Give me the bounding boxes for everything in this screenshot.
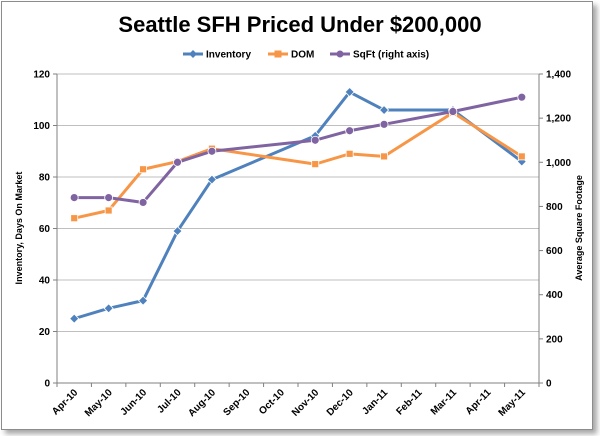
data-point — [344, 86, 355, 98]
data-point — [104, 206, 113, 215]
data-point — [139, 165, 147, 174]
legend-label: Inventory — [206, 50, 251, 61]
y-axis-title: Inventory, Days On Market — [14, 172, 24, 285]
legend-item: Inventory — [183, 50, 251, 61]
data-point — [345, 126, 355, 136]
data-point — [138, 295, 149, 306]
x-tick-label: May-10 — [83, 387, 115, 419]
data-point — [173, 157, 182, 167]
right-tick-label: 1,400 — [546, 70, 571, 81]
chart-frame — [1, 1, 593, 430]
x-tick-label: May-11 — [497, 387, 529, 419]
series-dom — [70, 108, 526, 223]
right-tick-label: 200 — [546, 334, 563, 345]
x-tick-label: Mar-11 — [429, 387, 459, 417]
x-tick-label: Dec-10 — [325, 387, 356, 418]
x-tick-label: Apr-10 — [50, 387, 80, 417]
legend-label: DOM — [291, 50, 314, 61]
series-line — [74, 95, 523, 204]
data-point — [172, 226, 183, 237]
legend-item: SqFt (right axis) — [330, 50, 429, 61]
x-tick-label: Aug-10 — [186, 387, 218, 419]
legend-swatch-marker — [189, 50, 197, 58]
left-axis-ticks: 0 20 40 60 80 100 120 — [33, 70, 50, 390]
axes — [53, 73, 543, 387]
series-sqft-right-axis — [69, 92, 527, 207]
x-tick-label: Sep-10 — [222, 387, 253, 418]
left-tick-label: 40 — [39, 276, 51, 287]
x-tick-label: Jan-11 — [360, 387, 390, 417]
data-point — [517, 152, 526, 161]
data-point — [207, 146, 217, 156]
right-axis-ticks: 0 200 400 600 800 1,000 1,200 1,400 — [546, 70, 571, 390]
legend-swatch-marker — [336, 50, 344, 58]
left-tick-label: 100 — [33, 121, 50, 132]
left-tick-label: 0 — [44, 379, 50, 390]
left-tick-label: 20 — [39, 327, 51, 338]
data-point — [345, 149, 354, 158]
data-point — [380, 152, 388, 161]
left-tick-label: 80 — [39, 173, 51, 184]
data-point — [70, 214, 79, 223]
right-tick-label: 600 — [546, 246, 563, 257]
y2-axis-title: Average Square Footage — [574, 175, 584, 281]
gridlines — [57, 73, 539, 332]
chart-title: Seattle SFH Priced Under $200,000 — [118, 12, 481, 37]
legend-swatch-marker — [274, 50, 282, 58]
data-point — [448, 107, 458, 116]
right-tick-label: 800 — [546, 202, 563, 213]
legend: Inventory DOM SqFt (right axis) — [183, 50, 429, 61]
x-tick-label: Jun-10 — [119, 387, 150, 418]
right-tick-label: 400 — [546, 290, 563, 301]
series-lines — [69, 86, 527, 324]
data-point — [104, 193, 114, 203]
right-tick-label: 1,200 — [546, 114, 571, 125]
data-point — [379, 104, 390, 116]
data-point — [379, 119, 389, 129]
x-tick-label: Jul-10 — [155, 387, 184, 416]
x-tick-label: Apr-11 — [464, 387, 494, 417]
x-tick-label: Oct-10 — [257, 387, 287, 417]
x-tick-label: Nov-10 — [290, 387, 322, 419]
data-point — [517, 92, 527, 102]
series-line — [73, 111, 523, 220]
data-point — [310, 135, 320, 145]
left-tick-label: 60 — [39, 224, 51, 235]
legend-item: DOM — [268, 50, 314, 61]
series-inventory — [69, 86, 527, 324]
legend-label: SqFt (right axis) — [353, 50, 429, 61]
data-point — [138, 198, 148, 207]
right-tick-label: 0 — [546, 379, 552, 390]
data-point — [69, 313, 80, 324]
data-point — [311, 160, 320, 169]
x-axis-ticks: Apr-10 May-10 Jun-10 Jul-10 Aug-10 Sep-10 Oct-… — [50, 387, 528, 419]
data-point — [103, 303, 114, 314]
right-tick-label: 1,000 — [546, 158, 571, 169]
x-tick-label: Feb-11 — [394, 387, 424, 417]
left-tick-label: 120 — [33, 70, 50, 81]
data-point — [69, 193, 79, 203]
data-point — [206, 174, 217, 185]
